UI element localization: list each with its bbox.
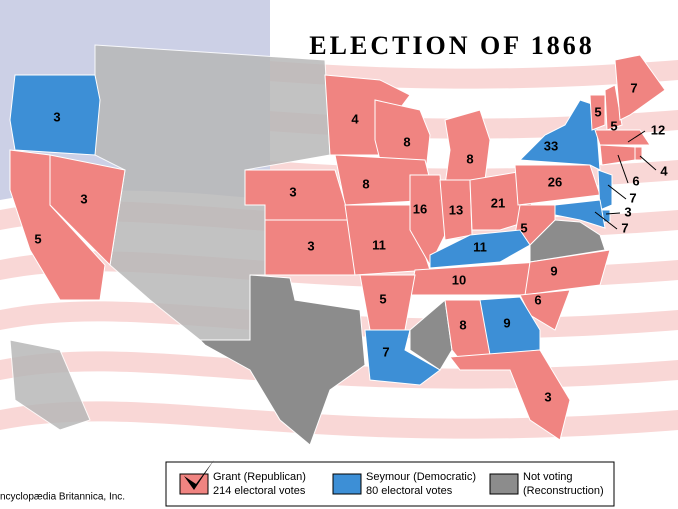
state (429, 229, 531, 269)
electoral-votes: 16 (413, 201, 427, 216)
electoral-votes: 33 (544, 138, 558, 153)
electoral-votes: 4 (660, 163, 668, 178)
electoral-votes: 6 (534, 292, 541, 307)
states (9, 54, 666, 441)
state (364, 329, 441, 386)
electoral-votes: 3 (544, 389, 551, 404)
state (9, 74, 101, 156)
legend-detail: (Reconstruction) (523, 485, 604, 497)
state (589, 94, 606, 131)
electoral-votes: 12 (651, 122, 665, 137)
electoral-votes: 26 (548, 174, 562, 189)
state (518, 99, 601, 171)
legend-detail: 80 electoral votes (366, 485, 453, 497)
electoral-votes: 10 (452, 272, 466, 287)
pointer-lines (594, 130, 657, 230)
state (444, 109, 491, 186)
legend-box (165, 461, 615, 507)
electoral-votes: 9 (550, 263, 557, 278)
state (634, 146, 643, 161)
electoral-votes: 5 (34, 231, 41, 246)
non-voting-states (198, 219, 606, 446)
electoral-votes: 8 (459, 317, 466, 332)
state (614, 54, 666, 121)
electoral-votes: 4 (351, 111, 359, 126)
legend: Grant (Republican) 214 electoral votes S… (165, 460, 615, 507)
state (599, 144, 636, 166)
state (449, 349, 571, 441)
map-title: ELECTION OF 1868 (309, 31, 594, 60)
electoral-votes: 21 (491, 195, 505, 210)
credit: ncyclopædia Britannica, Inc. (0, 492, 125, 503)
electoral-votes: 7 (621, 220, 628, 235)
checkmark (184, 460, 214, 490)
electoral-votes: 11 (372, 237, 386, 252)
legend-swatch (489, 473, 519, 495)
electoral-votes: 3 (53, 109, 60, 124)
electoral-votes: 3 (289, 184, 296, 199)
state (49, 154, 126, 267)
electoral-votes: 3 (80, 191, 87, 206)
state (597, 169, 613, 211)
state (409, 174, 446, 267)
legend-detail: 214 electoral votes (213, 485, 306, 497)
electoral-votes: 5 (594, 104, 601, 119)
legend-label: Grant (Republican) (213, 471, 306, 483)
electoral-votes: 7 (630, 80, 637, 95)
electoral-votes: 9 (503, 315, 510, 330)
electoral-votes: 11 (473, 239, 487, 254)
electoral-votes: 3 (307, 238, 314, 253)
electoral-votes: 13 (449, 202, 463, 217)
state (604, 84, 623, 131)
electoral-votes: 8 (403, 134, 410, 149)
electoral-votes: 5 (379, 291, 386, 306)
electoral-votes: 5 (610, 118, 617, 133)
electoral-votes: 5 (520, 220, 527, 235)
state (524, 249, 611, 296)
state (359, 274, 416, 331)
legend-label: Not voting (523, 471, 573, 483)
electoral-votes: 3 (624, 204, 631, 219)
electoral-votes: 8 (362, 176, 369, 191)
legend-label: Seymour (Democratic) (366, 471, 476, 483)
state (594, 129, 651, 146)
electoral-votes: 6 (632, 173, 639, 188)
electoral-votes: 8 (466, 151, 473, 166)
legend-swatch (332, 473, 362, 495)
electoral-votes: 7 (629, 190, 636, 205)
electoral-votes: 7 (382, 344, 389, 359)
